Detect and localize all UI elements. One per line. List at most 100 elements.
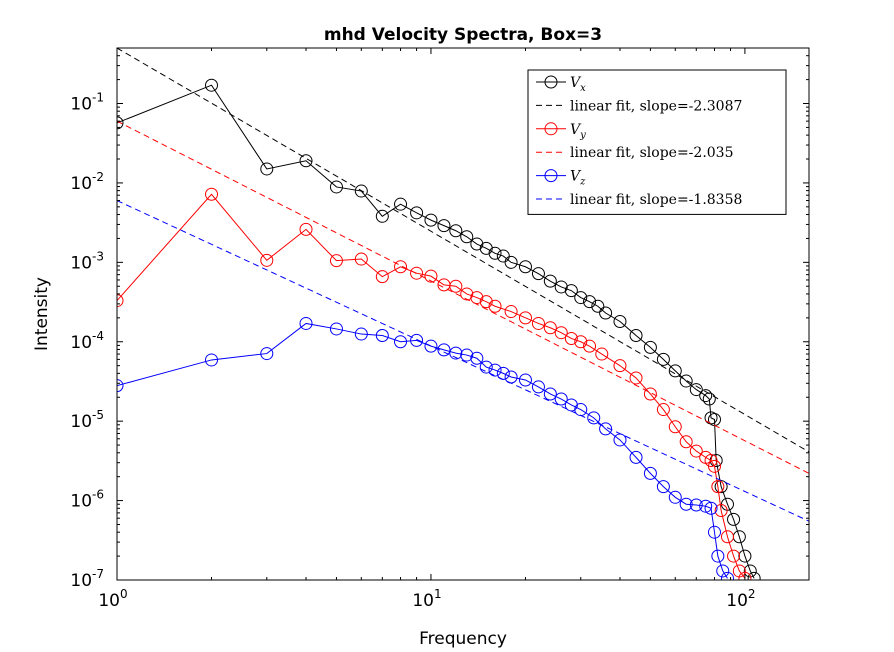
data-point [205, 78, 219, 92]
legend-item: linear fit, slope=-2.3087 [536, 98, 742, 114]
data-point [260, 162, 274, 176]
data-point [504, 255, 518, 269]
data-point [714, 504, 728, 518]
data-point [574, 335, 588, 349]
data-point [564, 331, 578, 345]
legend-box [527, 69, 787, 215]
data-point [410, 266, 424, 280]
legend-item: linear fit, slope=-1.8358 [536, 192, 742, 208]
data-point [656, 480, 670, 494]
legend: Vx linear fit, slope=-2.3087 Vy linear fit,… [527, 69, 787, 215]
legend-swatch-marker [544, 75, 558, 89]
data-point [727, 549, 741, 563]
x-tick-base: 10 [98, 591, 120, 611]
fit-line [117, 200, 809, 522]
data-point [643, 340, 657, 354]
y-tick-label: 10-1 [70, 91, 104, 115]
data-point [629, 450, 643, 464]
data-point [689, 444, 703, 458]
y-tick-label: 10-6 [70, 488, 104, 512]
legend-swatch-marker [544, 169, 558, 183]
data-point [117, 379, 124, 393]
data-point [518, 260, 532, 274]
legend-label: Vy [570, 122, 586, 141]
data-point [470, 291, 484, 305]
legend-item: Vx [536, 75, 586, 94]
legend-label: Vz [570, 169, 586, 188]
data-point [424, 339, 438, 353]
data-point [702, 392, 716, 406]
legend-name: V [570, 122, 582, 138]
series-2 [117, 187, 752, 580]
data-point [599, 306, 613, 320]
y-tick-label: 10-2 [70, 170, 104, 194]
data-point [375, 270, 389, 284]
y-tick-exponent: -5 [92, 408, 104, 422]
data-point [449, 346, 463, 360]
y-tick-exponent: -4 [92, 329, 104, 343]
legend-swatch-marker [544, 122, 558, 136]
legend-item: Vy [536, 122, 586, 141]
data-point [679, 497, 693, 511]
series-4 [117, 316, 734, 580]
data-point [574, 291, 588, 305]
data-point [260, 347, 274, 361]
y-tick-exponent: -7 [92, 567, 104, 581]
data-point [613, 359, 627, 373]
data-point [299, 154, 313, 168]
legend-name: linear fit, slope=-2.3087 [570, 98, 742, 114]
legend-label: linear fit, slope=-2.3087 [570, 98, 742, 114]
data-point [591, 299, 605, 313]
data-point [679, 374, 693, 388]
y-tick-base: 10 [70, 174, 92, 194]
data-point [554, 392, 568, 406]
y-tick-base: 10 [70, 95, 92, 115]
y-axis-label: Intensity [32, 277, 52, 351]
data-point [329, 254, 343, 268]
y-tick-label: 10-3 [70, 249, 104, 273]
data-point [479, 295, 493, 309]
data-point [518, 373, 532, 387]
data-point [410, 333, 424, 347]
data-point [424, 213, 438, 227]
chart-title: mhd Velocity Spectra, Box=3 [324, 25, 602, 45]
data-point [668, 420, 682, 434]
data-point [531, 267, 545, 281]
data-point [375, 209, 389, 223]
x-tick-exponent: 2 [748, 587, 756, 601]
data-point [449, 279, 463, 293]
data-point [668, 490, 682, 504]
data-point [738, 549, 752, 563]
data-point [375, 328, 389, 342]
data-point [496, 249, 510, 263]
x-tick-exponent: 1 [434, 587, 442, 601]
data-point [470, 237, 484, 251]
y-tick-exponent: -1 [92, 91, 104, 105]
data-point [668, 364, 682, 378]
legend-name: V [570, 75, 582, 91]
data-point [117, 116, 124, 130]
y-tick-exponent: -2 [92, 170, 104, 184]
data-point [354, 327, 368, 341]
data-point [394, 197, 408, 211]
y-tick-base: 10 [70, 253, 92, 273]
data-point [704, 501, 718, 515]
data-point [460, 348, 474, 362]
data-point [205, 187, 219, 201]
data-point [260, 253, 274, 267]
data-point [613, 314, 627, 328]
data-point [488, 246, 502, 260]
data-point [643, 387, 657, 401]
y-tick-base: 10 [70, 492, 92, 512]
legend-name: V [570, 169, 582, 185]
data-point [720, 571, 734, 580]
data-point [699, 389, 713, 403]
y-tick-exponent: -6 [92, 488, 104, 502]
data-point [424, 269, 438, 283]
data-point [117, 294, 124, 308]
x-tick-label: 100 [98, 587, 127, 611]
data-point [707, 525, 721, 539]
data-point [460, 230, 474, 244]
data-point [587, 411, 601, 425]
legend-subscript: z [579, 177, 586, 188]
